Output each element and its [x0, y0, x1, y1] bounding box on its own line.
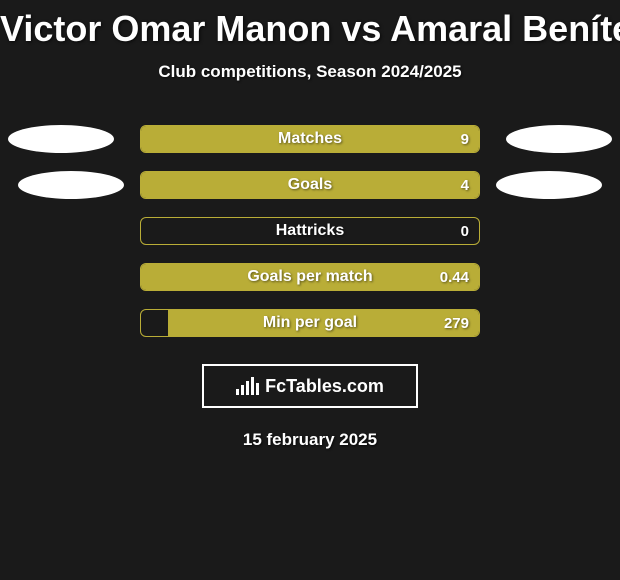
brand-text: FcTables.com [265, 376, 384, 397]
stat-row: Min per goal279 [0, 300, 620, 346]
stat-label: Hattricks [141, 218, 479, 244]
stats-container: Matches9Goals4Hattricks0Goals per match0… [0, 116, 620, 346]
player-oval-right [506, 125, 612, 153]
stat-bar: Min per goal279 [140, 309, 480, 337]
chart-bars-icon [236, 377, 259, 395]
stat-value: 9 [461, 126, 469, 152]
page-title: Victor Omar Manon vs Amaral Benítez [0, 0, 620, 50]
stat-label: Min per goal [141, 310, 479, 336]
stat-bar: Hattricks0 [140, 217, 480, 245]
stat-bar: Goals4 [140, 171, 480, 199]
stat-row: Hattricks0 [0, 208, 620, 254]
date-text: 15 february 2025 [0, 430, 620, 450]
stat-label: Goals per match [141, 264, 479, 290]
player-oval-right [496, 171, 602, 199]
stat-value: 0 [461, 218, 469, 244]
player-oval-left [18, 171, 124, 199]
stat-bar: Goals per match0.44 [140, 263, 480, 291]
stat-row: Matches9 [0, 116, 620, 162]
player-oval-left [8, 125, 114, 153]
stat-bar: Matches9 [140, 125, 480, 153]
stat-label: Goals [141, 172, 479, 198]
stat-value: 279 [444, 310, 469, 336]
stat-row: Goals per match0.44 [0, 254, 620, 300]
stat-label: Matches [141, 126, 479, 152]
brand-box[interactable]: FcTables.com [202, 364, 418, 408]
stat-row: Goals4 [0, 162, 620, 208]
stat-value: 0.44 [440, 264, 469, 290]
stat-value: 4 [461, 172, 469, 198]
subtitle: Club competitions, Season 2024/2025 [0, 62, 620, 82]
